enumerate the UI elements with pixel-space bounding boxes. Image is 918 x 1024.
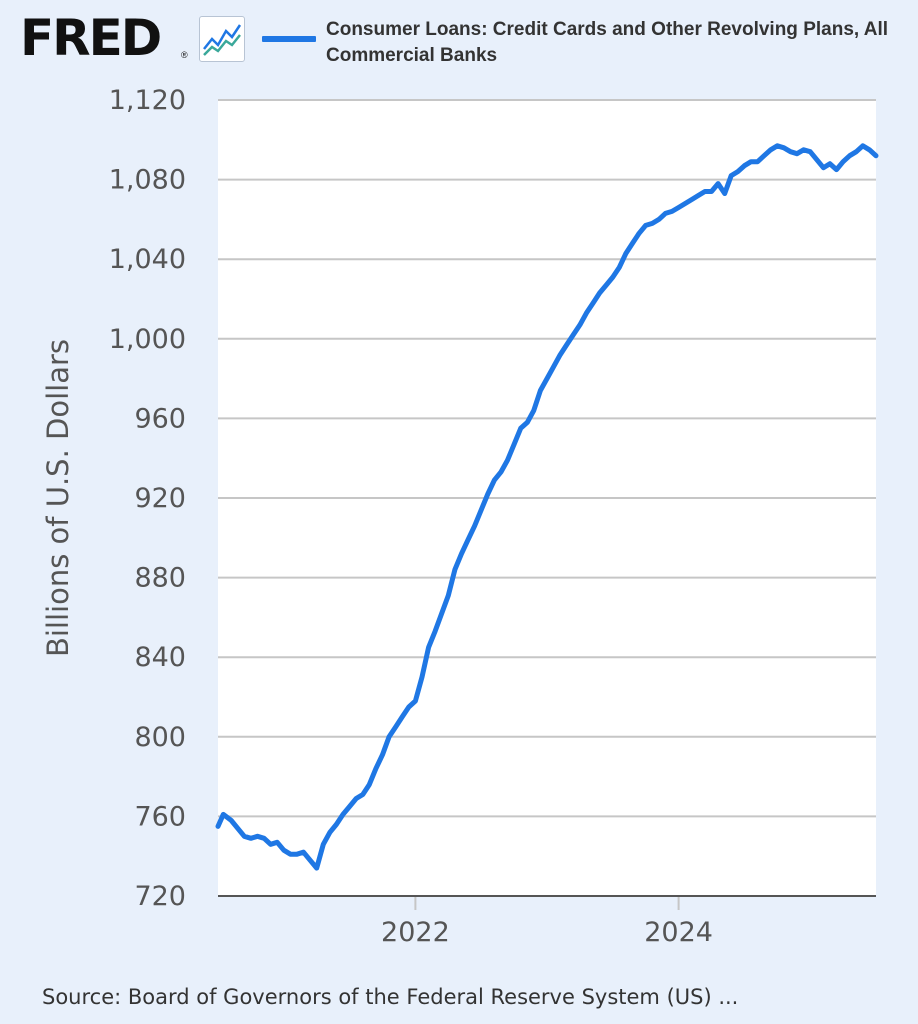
x-tick-label: 2022: [381, 917, 450, 948]
y-tick-label: 760: [134, 801, 186, 832]
source-note: Source: Board of Governors of the Federa…: [42, 985, 739, 1009]
y-tick-label: 720: [134, 881, 186, 912]
legend-swatch: [262, 36, 316, 42]
y-tick-label: 920: [134, 483, 186, 514]
legend-label: Consumer Loans: Credit Cards and Other R…: [326, 19, 889, 66]
chart-header: FRED ® Consumer Loans: Credit Cards and …: [0, 0, 918, 80]
series-line: [215, 143, 879, 871]
y-tick-label: 880: [134, 563, 186, 594]
y-tick-label: 1,120: [109, 85, 186, 116]
line-chart-icon: [199, 16, 245, 62]
registered-mark: ®: [181, 50, 188, 60]
y-tick-label: 960: [134, 403, 186, 434]
y-tick-label: 840: [134, 642, 186, 673]
y-axis-label: Billions of U.S. Dollars: [41, 339, 75, 657]
y-tick-label: 1,040: [109, 244, 186, 275]
x-tick-label: 2024: [644, 917, 713, 948]
fred-logo[interactable]: FRED: [20, 9, 162, 67]
y-tick-label: 800: [134, 722, 186, 753]
y-tick-label: 1,000: [109, 324, 186, 355]
line-chart: 720 760 800 840 880 920 960 1,000 1,040 1,080 1,12…: [41, 85, 879, 948]
y-tick-label: 1,080: [109, 165, 186, 196]
